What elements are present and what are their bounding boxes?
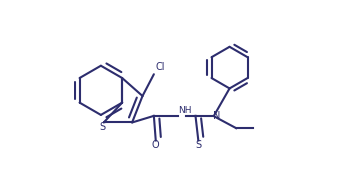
Text: NH: NH <box>178 106 192 115</box>
Text: Cl: Cl <box>156 62 165 72</box>
Text: S: S <box>195 140 201 150</box>
Text: N: N <box>214 111 221 121</box>
Text: O: O <box>152 140 160 150</box>
Text: S: S <box>100 122 106 132</box>
